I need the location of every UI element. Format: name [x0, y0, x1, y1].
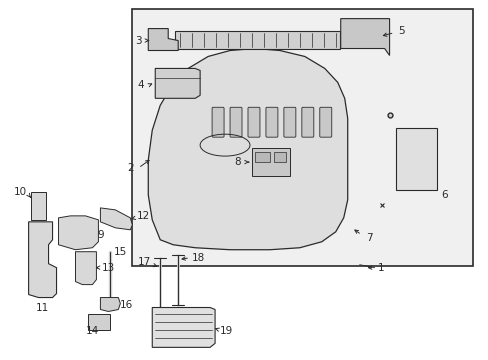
Text: 10: 10 — [14, 187, 27, 197]
Bar — [88, 315, 110, 330]
Polygon shape — [155, 68, 200, 98]
Text: 4: 4 — [137, 80, 143, 90]
Polygon shape — [148, 49, 347, 250]
FancyBboxPatch shape — [247, 107, 260, 137]
Text: 6: 6 — [440, 190, 447, 200]
Bar — [254, 152, 269, 162]
Text: 12: 12 — [136, 211, 150, 221]
Text: 11: 11 — [36, 302, 49, 312]
Text: 16: 16 — [120, 300, 133, 310]
Text: 9: 9 — [97, 230, 103, 240]
Text: 8: 8 — [234, 157, 241, 167]
Polygon shape — [100, 208, 132, 230]
Text: 7: 7 — [366, 233, 372, 243]
FancyBboxPatch shape — [265, 107, 277, 137]
Polygon shape — [29, 222, 57, 298]
FancyBboxPatch shape — [301, 107, 313, 137]
Polygon shape — [340, 19, 389, 55]
Polygon shape — [75, 252, 96, 285]
Text: 5: 5 — [397, 26, 404, 36]
Bar — [31, 192, 45, 220]
FancyBboxPatch shape — [229, 107, 242, 137]
FancyBboxPatch shape — [212, 107, 224, 137]
Bar — [395, 128, 437, 190]
FancyBboxPatch shape — [284, 107, 295, 137]
Text: 2: 2 — [127, 163, 133, 173]
Text: 17: 17 — [138, 257, 151, 267]
FancyBboxPatch shape — [319, 107, 331, 137]
Text: 14: 14 — [85, 327, 99, 336]
Polygon shape — [175, 31, 339, 49]
Polygon shape — [152, 307, 215, 347]
Bar — [251, 148, 289, 176]
Polygon shape — [59, 216, 98, 250]
Polygon shape — [148, 28, 178, 50]
Text: 19: 19 — [219, 327, 232, 336]
Text: 1: 1 — [378, 263, 384, 273]
Text: 13: 13 — [102, 263, 115, 273]
Polygon shape — [100, 298, 120, 311]
Bar — [273, 152, 285, 162]
Text: 18: 18 — [191, 253, 204, 263]
Text: 15: 15 — [114, 247, 127, 257]
Text: 3: 3 — [135, 36, 142, 46]
Bar — [132, 9, 472, 266]
